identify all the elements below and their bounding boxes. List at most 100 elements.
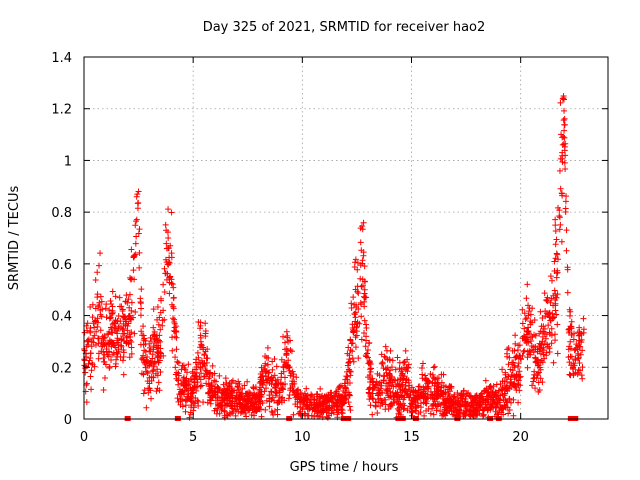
data-point [563, 193, 570, 200]
data-point [513, 384, 520, 391]
data-point [561, 127, 568, 134]
data-point [514, 363, 521, 370]
data-point [140, 352, 147, 359]
data-point [114, 353, 121, 360]
data-point [403, 376, 410, 383]
data-point [241, 382, 248, 389]
data-point [523, 328, 530, 335]
data-point [409, 408, 416, 415]
data-point [354, 288, 361, 295]
data-point [181, 382, 188, 389]
data-point [365, 389, 372, 396]
data-point [281, 361, 288, 368]
data-point [417, 400, 424, 407]
data-point [283, 352, 290, 359]
data-point [446, 388, 453, 395]
data-point [285, 395, 292, 402]
data-point [221, 414, 228, 421]
data-point [128, 307, 135, 314]
data-point [580, 315, 587, 322]
data-point [358, 301, 365, 308]
data-point [244, 378, 251, 385]
data-point [119, 306, 126, 313]
data-point [536, 387, 543, 394]
data-point [506, 385, 513, 392]
data-point [156, 387, 163, 394]
data-point [178, 389, 185, 396]
data-point [561, 121, 568, 128]
data-point [531, 316, 538, 323]
data-point [126, 304, 133, 311]
data-point [554, 291, 561, 298]
data-point [133, 193, 140, 200]
data-point [516, 352, 523, 359]
data-point [135, 230, 142, 237]
data-point [274, 411, 281, 418]
data-point [347, 347, 354, 354]
data-point [420, 384, 427, 391]
data-point [264, 344, 271, 351]
data-point [159, 322, 166, 329]
data-point [527, 321, 534, 328]
data-point [219, 394, 226, 401]
data-point [397, 376, 404, 383]
data-point [287, 372, 294, 379]
data-point [297, 408, 304, 415]
data-point [89, 314, 96, 321]
data-point [235, 386, 242, 393]
data-point [115, 341, 122, 348]
data-point [314, 391, 321, 398]
data-point [374, 370, 381, 377]
data-point [97, 250, 104, 257]
data-point [561, 115, 568, 122]
data-point [98, 348, 105, 355]
data-point [524, 281, 531, 288]
data-point [117, 324, 124, 331]
data-point [135, 188, 142, 195]
data-point [402, 347, 409, 354]
data-point [338, 406, 345, 413]
data-point [382, 401, 389, 408]
data-point [206, 389, 213, 396]
data-point [451, 396, 458, 403]
data-point [562, 140, 569, 147]
data-point [132, 222, 139, 229]
data-point [363, 325, 370, 332]
data-point [563, 247, 570, 254]
data-point [146, 340, 153, 347]
data-point [519, 306, 526, 313]
data-point [510, 412, 517, 419]
data-point [435, 386, 442, 393]
data-point [155, 321, 162, 328]
data-point [150, 360, 157, 367]
data-point [497, 380, 504, 387]
data-point [276, 389, 283, 396]
data-point [492, 408, 499, 415]
data-point [408, 405, 415, 412]
x-tick-label: 10 [294, 430, 311, 445]
data-point [516, 368, 523, 375]
data-point [182, 402, 189, 409]
plot-frame [83, 56, 609, 420]
data-point [570, 336, 577, 343]
data-point [461, 399, 468, 406]
data-point [261, 365, 268, 372]
data-point [562, 198, 569, 205]
data-point [308, 391, 315, 398]
data-point [85, 338, 92, 345]
data-point [430, 411, 437, 418]
data-point [566, 359, 573, 366]
data-point [360, 219, 367, 226]
data-point [551, 287, 558, 294]
data-point [170, 305, 177, 312]
data-point [526, 308, 533, 315]
data-point [186, 414, 193, 421]
data-point [502, 369, 509, 376]
data-point [225, 392, 232, 399]
data-point [223, 379, 230, 386]
data-point [502, 397, 509, 404]
data-point [529, 382, 536, 389]
data-point [554, 269, 561, 276]
data-point [534, 356, 541, 363]
data-point [405, 361, 412, 368]
